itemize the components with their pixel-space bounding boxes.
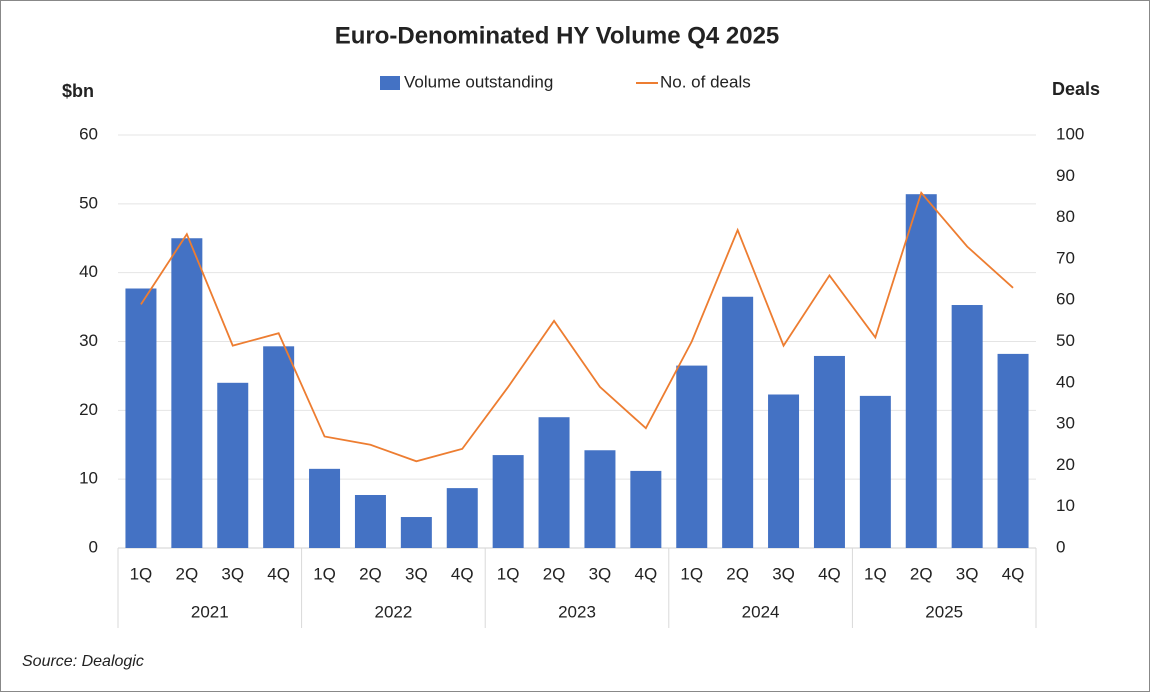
x-tick-label: 1Q — [313, 564, 336, 583]
y-axis-label: $bn — [62, 81, 94, 101]
y-tick-label: 0 — [89, 537, 98, 556]
legend-label: Volume outstanding — [404, 72, 553, 91]
x-tick-label: 3Q — [221, 564, 244, 583]
y2-tick-label: 0 — [1056, 537, 1065, 556]
y2-tick-label: 90 — [1056, 166, 1075, 185]
bar — [813, 355, 845, 548]
y2-tick-label: 20 — [1056, 455, 1075, 474]
x-tick-label: 1Q — [864, 564, 887, 583]
bar — [263, 346, 295, 548]
y-tick-label: 20 — [79, 400, 98, 419]
x-tick-label: 1Q — [497, 564, 520, 583]
group-label: 2025 — [925, 602, 963, 621]
x-tick-label: 4Q — [635, 564, 658, 583]
x-tick-label: 2Q — [543, 564, 566, 583]
x-tick-label: 2Q — [910, 564, 933, 583]
x-tick-label: 2Q — [726, 564, 749, 583]
y-tick-label: 30 — [79, 331, 98, 350]
group-label: 2023 — [558, 602, 596, 621]
y-tick-label: 50 — [79, 193, 98, 212]
group-label: 2022 — [374, 602, 412, 621]
bar — [492, 455, 524, 548]
legend-label: No. of deals — [660, 72, 751, 91]
group-label: 2021 — [191, 602, 229, 621]
x-tick-label: 3Q — [956, 564, 979, 583]
x-tick-label: 2Q — [176, 564, 199, 583]
bar — [400, 517, 432, 548]
x-tick-label: 3Q — [772, 564, 795, 583]
bar — [768, 394, 800, 548]
x-tick-label: 4Q — [818, 564, 841, 583]
y2-tick-label: 10 — [1056, 496, 1075, 515]
y2-tick-label: 40 — [1056, 372, 1075, 391]
x-tick-label: 4Q — [1002, 564, 1025, 583]
y2-tick-label: 80 — [1056, 207, 1075, 226]
bar — [630, 470, 662, 548]
x-tick-label: 1Q — [680, 564, 703, 583]
source-note: Source: Dealogic — [22, 653, 144, 670]
bar — [997, 353, 1029, 548]
bar — [125, 288, 157, 548]
bar — [676, 365, 708, 548]
x-tick-label: 3Q — [589, 564, 612, 583]
chart-title: Euro-Denominated HY Volume Q4 2025 — [335, 22, 780, 49]
bar — [905, 194, 937, 549]
bar — [722, 296, 754, 548]
x-tick-label: 4Q — [451, 564, 474, 583]
y-tick-label: 40 — [79, 262, 98, 281]
x-tick-label: 1Q — [130, 564, 153, 583]
y2-tick-label: 50 — [1056, 331, 1075, 350]
y-tick-label: 60 — [79, 124, 98, 143]
y2-tick-label: 60 — [1056, 290, 1075, 309]
y2-axis-label: Deals — [1052, 79, 1100, 99]
bar — [354, 494, 386, 548]
bar — [538, 417, 570, 548]
y2-tick-label: 70 — [1056, 248, 1075, 267]
bar — [309, 468, 341, 548]
legend-swatch — [380, 76, 400, 90]
y2-tick-label: 30 — [1056, 414, 1075, 433]
x-tick-label: 2Q — [359, 564, 382, 583]
bar — [951, 305, 983, 548]
group-label: 2024 — [742, 602, 780, 621]
line — [140, 191, 1014, 463]
bar — [584, 450, 616, 548]
y2-tick-label: 100 — [1056, 124, 1084, 143]
bar — [217, 382, 249, 548]
bar — [446, 488, 478, 548]
y-tick-label: 10 — [79, 469, 98, 488]
bar — [171, 238, 203, 548]
x-tick-label: 4Q — [267, 564, 290, 583]
x-tick-label: 3Q — [405, 564, 428, 583]
bar — [859, 395, 891, 548]
